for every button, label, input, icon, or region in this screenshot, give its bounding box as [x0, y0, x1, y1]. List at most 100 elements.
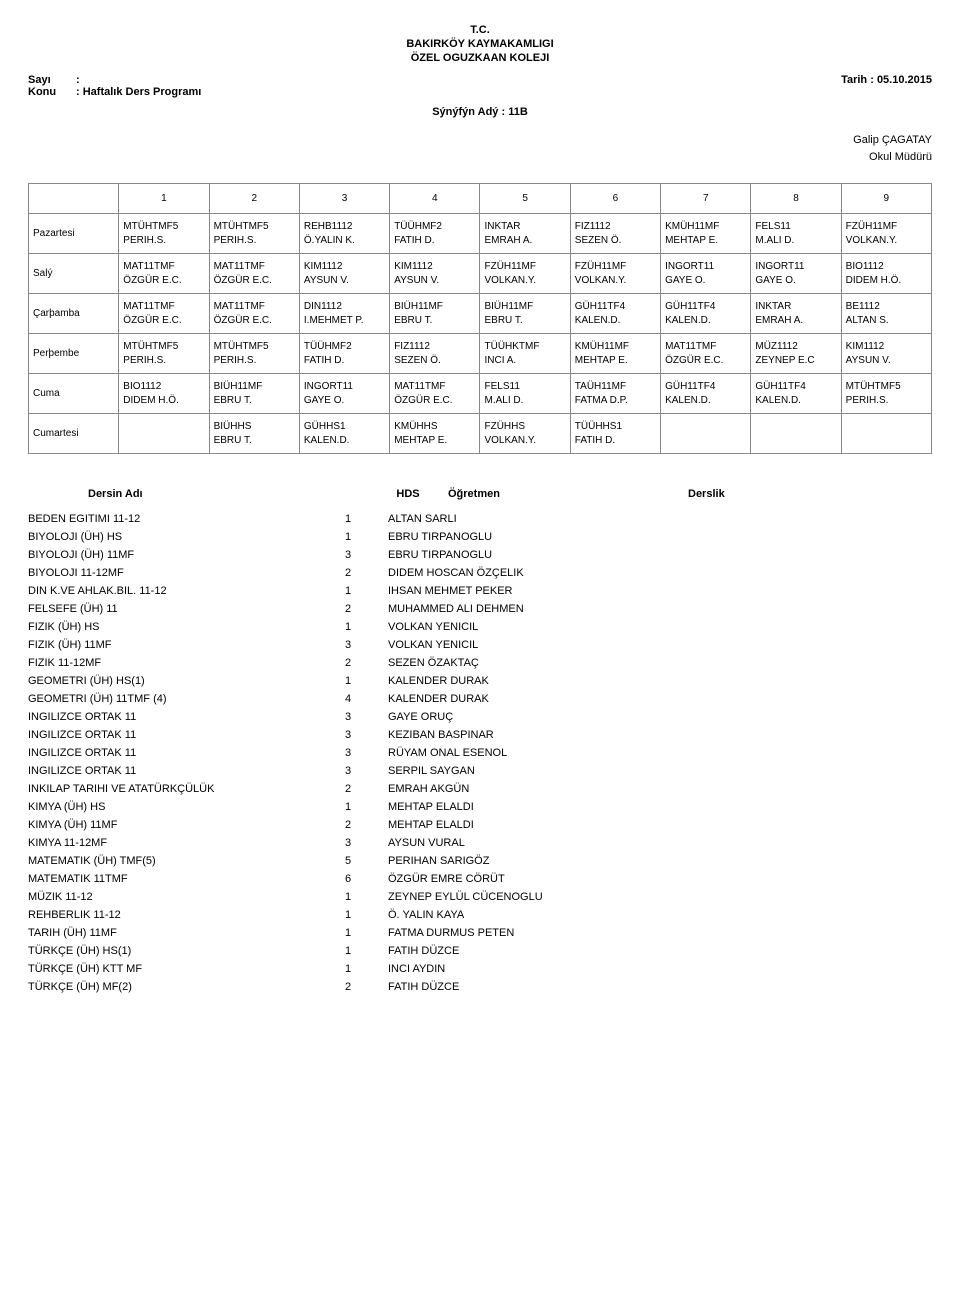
cell-subject: REHB1112 — [304, 220, 385, 234]
schedule-cell: FZÜH11MFVOLKAN.Y. — [841, 214, 931, 254]
schedule-cell: MTÜHTMF5PERIH.S. — [209, 334, 299, 374]
schedule-cell — [841, 414, 931, 454]
cell-subject: BIÜHHS — [214, 420, 295, 434]
cell-subject: MAT11TMF — [123, 260, 204, 274]
cell-teacher: EBRU T. — [394, 314, 475, 328]
course-teacher: SERPIL SAYGAN — [388, 765, 688, 777]
course-teacher: AYSUN VURAL — [388, 837, 688, 849]
course-row: FIZIK (ÜH) HS1VOLKAN YENICIL — [28, 618, 932, 636]
course-hds: 3 — [308, 639, 388, 651]
schedule-cell: MTÜHTMF5PERIH.S. — [119, 214, 209, 254]
schedule-cell: KMÜH11MFMEHTAP E. — [661, 214, 751, 254]
cell-subject: KIM1112 — [304, 260, 385, 274]
cell-subject: GÜHHS1 — [304, 420, 385, 434]
cell-teacher: VOLKAN.Y. — [575, 274, 656, 288]
cell-teacher: M.ALI D. — [484, 394, 565, 408]
cell-teacher: ÖZGÜR E.C. — [214, 314, 295, 328]
cell-subject: KMÜH11MF — [575, 340, 656, 354]
course-teacher: EBRU TIRPANOGLU — [388, 531, 688, 543]
courses-header-teacher: Öğretmen — [448, 488, 688, 500]
schedule-cell: KIM1112AYSUN V. — [841, 334, 931, 374]
signature-block: Galip ÇAGATAY Okul Müdürü — [28, 132, 932, 165]
sayi-value: : — [76, 74, 80, 86]
course-row: FELSEFE (ÜH) 112MUHAMMED ALI DEHMEN — [28, 600, 932, 618]
course-hds: 1 — [308, 585, 388, 597]
cell-teacher: EMRAH A. — [484, 234, 565, 248]
cell-subject: MAT11TMF — [123, 300, 204, 314]
cell-subject: FZÜH11MF — [846, 220, 927, 234]
cell-teacher: VOLKAN.Y. — [484, 434, 565, 448]
schedule-cell: INKTAREMRAH A. — [480, 214, 570, 254]
course-name: FIZIK (ÜH) HS — [28, 621, 308, 633]
course-hds: 3 — [308, 729, 388, 741]
course-row: INKILAP TARIHI VE ATATÜRKÇÜLÜK2EMRAH AKG… — [28, 780, 932, 798]
course-hds: 1 — [308, 963, 388, 975]
schedule-cell — [119, 414, 209, 454]
cell-subject: MTÜHTMF5 — [123, 220, 204, 234]
course-teacher: KALENDER DURAK — [388, 675, 688, 687]
schedule-cell: FZÜH11MFVOLKAN.Y. — [480, 254, 570, 294]
cell-subject: DIN1112 — [304, 300, 385, 314]
course-teacher: EMRAH AKGÜN — [388, 783, 688, 795]
course-name: MÜZIK 11-12 — [28, 891, 308, 903]
course-row: BIYOLOJI (ÜH) 11MF3EBRU TIRPANOGLU — [28, 546, 932, 564]
period-5: 5 — [480, 184, 570, 214]
course-hds: 6 — [308, 873, 388, 885]
course-hds: 2 — [308, 783, 388, 795]
course-name: FELSEFE (ÜH) 11 — [28, 603, 308, 615]
schedule-cell: GÜHHS1KALEN.D. — [299, 414, 389, 454]
schedule-cell: FIZ1112SEZEN Ö. — [570, 214, 660, 254]
course-row: BEDEN EGITIMI 11-121ALTAN SARLI — [28, 510, 932, 528]
schedule-cell: GÜH11TF4KALEN.D. — [751, 374, 841, 414]
schedule-cell: KMÜHHSMEHTAP E. — [390, 414, 480, 454]
course-row: INGILIZCE ORTAK 113KEZIBAN BASPINAR — [28, 726, 932, 744]
schedule-cell: MAT11TMFÖZGÜR E.C. — [390, 374, 480, 414]
cell-teacher: KALEN.D. — [665, 314, 746, 328]
cell-teacher: GAYE O. — [755, 274, 836, 288]
schedule-row: PazartesiMTÜHTMF5PERIH.S.MTÜHTMF5PERIH.S… — [29, 214, 932, 254]
schedule-cell: MAT11TMFÖZGÜR E.C. — [119, 254, 209, 294]
course-teacher: VOLKAN YENICIL — [388, 621, 688, 633]
schedule-cell: INGORT11GAYE O. — [299, 374, 389, 414]
schedule-cell: MTÜHTMF5PERIH.S. — [119, 334, 209, 374]
courses-header-room: Derslik — [688, 488, 788, 500]
course-hds: 3 — [308, 837, 388, 849]
day-name: Perþembe — [29, 334, 119, 374]
course-name: REHBERLIK 11-12 — [28, 909, 308, 921]
course-teacher: DIDEM HOSCAN ÖZÇELIK — [388, 567, 688, 579]
cell-subject: TÜÜHHS1 — [575, 420, 656, 434]
cell-subject: INGORT11 — [755, 260, 836, 274]
cell-teacher: VOLKAN.Y. — [846, 234, 927, 248]
schedule-cell: BIÜH11MFEBRU T. — [480, 294, 570, 334]
cell-teacher: ÖZGÜR E.C. — [394, 394, 475, 408]
konu-value: : Haftalık Ders Programı — [76, 86, 201, 98]
schedule-cell: MTÜHTMF5PERIH.S. — [209, 214, 299, 254]
course-name: INGILIZCE ORTAK 11 — [28, 747, 308, 759]
cell-subject: TÜÜHKTMF — [484, 340, 565, 354]
schedule-cell: FZÜH11MFVOLKAN.Y. — [570, 254, 660, 294]
course-name: INGILIZCE ORTAK 11 — [28, 729, 308, 741]
period-1: 1 — [119, 184, 209, 214]
cell-teacher: SEZEN Ö. — [394, 354, 475, 368]
course-teacher: IHSAN MEHMET PEKER — [388, 585, 688, 597]
course-name: MATEMATIK 11TMF — [28, 873, 308, 885]
cell-subject: MAT11TMF — [214, 300, 295, 314]
course-hds: 3 — [308, 549, 388, 561]
course-teacher: INCI AYDIN — [388, 963, 688, 975]
cell-teacher: ÖZGÜR E.C. — [123, 314, 204, 328]
schedule-cell: BIO1112DIDEM H.Ö. — [841, 254, 931, 294]
schedule-cell: TAÜH11MFFATMA D.P. — [570, 374, 660, 414]
course-hds: 1 — [308, 909, 388, 921]
course-hds: 2 — [308, 567, 388, 579]
cell-subject: TÜÜHMF2 — [394, 220, 475, 234]
course-name: FIZIK 11-12MF — [28, 657, 308, 669]
course-row: MATEMATIK (ÜH) TMF(5)5PERIHAN SARIGÖZ — [28, 852, 932, 870]
cell-teacher: VOLKAN.Y. — [484, 274, 565, 288]
course-name: TÜRKÇE (ÜH) KTT MF — [28, 963, 308, 975]
course-teacher: ÖZGÜR EMRE CÖRÜT — [388, 873, 688, 885]
course-name: KIMYA 11-12MF — [28, 837, 308, 849]
schedule-cell: FZÜHHSVOLKAN.Y. — [480, 414, 570, 454]
course-hds: 2 — [308, 603, 388, 615]
cell-teacher: Ö.YALIN K. — [304, 234, 385, 248]
schedule-cell: INGORT11GAYE O. — [751, 254, 841, 294]
